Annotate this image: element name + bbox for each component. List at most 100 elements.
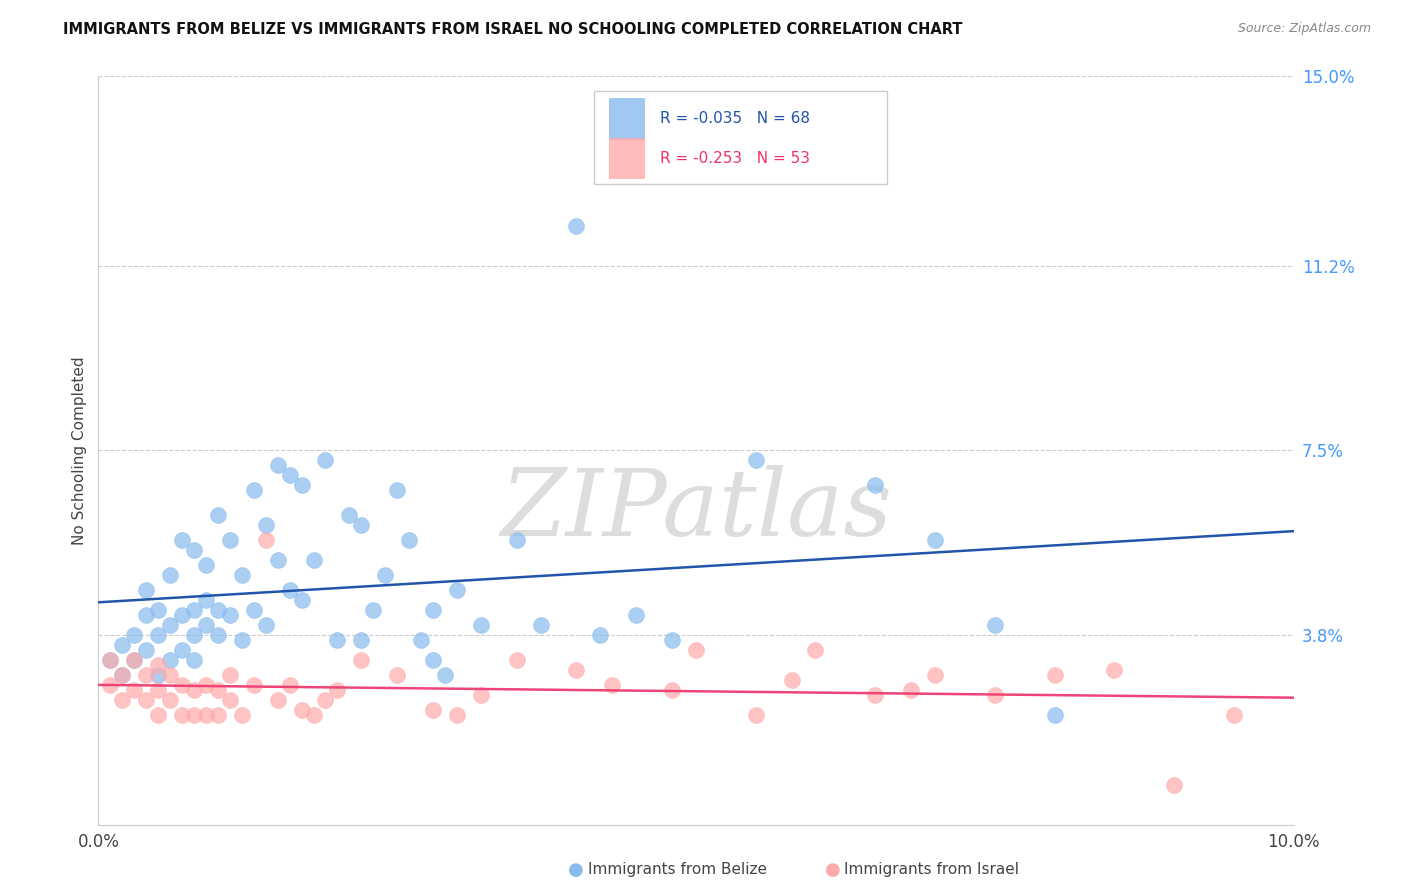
Point bbox=[804, 643, 827, 657]
Point bbox=[291, 593, 314, 607]
Point bbox=[195, 678, 218, 692]
Point bbox=[183, 653, 205, 667]
Point bbox=[207, 683, 229, 698]
Point bbox=[350, 518, 373, 533]
Point bbox=[172, 708, 194, 723]
Point bbox=[231, 633, 253, 648]
Point bbox=[602, 678, 624, 692]
Point bbox=[195, 618, 218, 632]
Point bbox=[685, 643, 707, 657]
Text: IMMIGRANTS FROM BELIZE VS IMMIGRANTS FROM ISRAEL NO SCHOOLING COMPLETED CORRELAT: IMMIGRANTS FROM BELIZE VS IMMIGRANTS FRO… bbox=[63, 22, 963, 37]
Point bbox=[135, 583, 157, 598]
Point bbox=[135, 668, 157, 682]
Text: Immigrants from Israel: Immigrants from Israel bbox=[844, 863, 1018, 877]
Point bbox=[159, 618, 181, 632]
Point bbox=[135, 693, 157, 707]
Point bbox=[243, 603, 266, 617]
Point bbox=[98, 653, 122, 667]
Point bbox=[98, 678, 122, 692]
Point bbox=[470, 688, 492, 702]
Point bbox=[243, 678, 266, 692]
Point bbox=[1043, 668, 1066, 682]
Point bbox=[124, 683, 146, 698]
Text: ●: ● bbox=[568, 861, 583, 879]
Point bbox=[780, 673, 803, 688]
Point bbox=[1104, 663, 1126, 677]
Text: ●: ● bbox=[825, 861, 841, 879]
Point bbox=[183, 628, 205, 642]
Point bbox=[207, 603, 229, 617]
Point bbox=[172, 533, 194, 548]
Point bbox=[195, 708, 218, 723]
Point bbox=[506, 653, 529, 667]
Point bbox=[148, 658, 170, 673]
Point bbox=[159, 693, 181, 707]
Point bbox=[135, 643, 157, 657]
Point bbox=[446, 708, 468, 723]
Point bbox=[626, 608, 648, 623]
Point bbox=[254, 518, 277, 533]
Point bbox=[434, 668, 457, 682]
Text: ZIPatlas: ZIPatlas bbox=[501, 466, 891, 556]
Text: R = -0.035   N = 68: R = -0.035 N = 68 bbox=[661, 112, 810, 127]
Point bbox=[350, 653, 373, 667]
Point bbox=[172, 678, 194, 692]
Point bbox=[1043, 708, 1066, 723]
Point bbox=[159, 568, 181, 582]
Point bbox=[398, 533, 420, 548]
Point bbox=[326, 683, 349, 698]
Point bbox=[865, 478, 887, 492]
Point bbox=[111, 668, 134, 682]
Point bbox=[111, 693, 134, 707]
Point bbox=[219, 693, 242, 707]
Point bbox=[148, 628, 170, 642]
Point bbox=[506, 533, 529, 548]
Point bbox=[374, 568, 396, 582]
Point bbox=[278, 468, 301, 483]
Point bbox=[148, 683, 170, 698]
Point bbox=[363, 603, 385, 617]
Point bbox=[350, 633, 373, 648]
Point bbox=[411, 633, 433, 648]
Point bbox=[243, 483, 266, 498]
Point bbox=[183, 603, 205, 617]
Point bbox=[231, 708, 253, 723]
Point bbox=[1223, 708, 1246, 723]
Point bbox=[422, 653, 444, 667]
Point bbox=[422, 603, 444, 617]
Point bbox=[267, 693, 290, 707]
Point bbox=[219, 668, 242, 682]
Point bbox=[195, 558, 218, 573]
Point bbox=[661, 683, 683, 698]
Point bbox=[231, 568, 253, 582]
Point bbox=[111, 668, 134, 682]
Point bbox=[172, 608, 194, 623]
Point bbox=[530, 618, 553, 632]
Point bbox=[207, 508, 229, 523]
Point bbox=[219, 533, 242, 548]
Point bbox=[124, 653, 146, 667]
Point bbox=[183, 543, 205, 558]
Point bbox=[315, 453, 337, 467]
Point bbox=[159, 668, 181, 682]
Point bbox=[745, 708, 768, 723]
Point bbox=[865, 688, 887, 702]
Point bbox=[326, 633, 349, 648]
Point bbox=[291, 703, 314, 717]
Point bbox=[183, 708, 205, 723]
Point bbox=[135, 608, 157, 623]
Bar bbox=[609, 98, 644, 139]
FancyBboxPatch shape bbox=[595, 91, 887, 185]
Point bbox=[745, 453, 768, 467]
Text: Immigrants from Belize: Immigrants from Belize bbox=[588, 863, 766, 877]
Y-axis label: No Schooling Completed: No Schooling Completed bbox=[72, 356, 87, 545]
Point bbox=[254, 533, 277, 548]
Point bbox=[183, 683, 205, 698]
Point bbox=[207, 628, 229, 642]
Text: Source: ZipAtlas.com: Source: ZipAtlas.com bbox=[1237, 22, 1371, 36]
Point bbox=[302, 708, 325, 723]
Point bbox=[302, 553, 325, 567]
Point bbox=[446, 583, 468, 598]
Point bbox=[172, 643, 194, 657]
Point bbox=[291, 478, 314, 492]
